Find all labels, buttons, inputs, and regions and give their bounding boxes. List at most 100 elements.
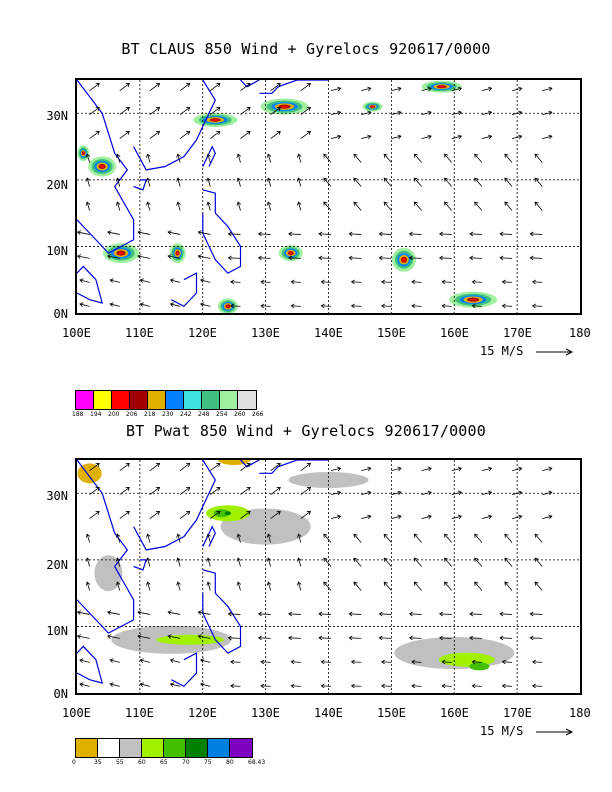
wind-vector — [534, 533, 543, 543]
legend-value: 218 — [144, 411, 156, 418]
wind-vector — [413, 153, 422, 163]
wind-vector — [534, 581, 543, 591]
wind-vector — [115, 557, 121, 567]
wind-vector — [471, 659, 482, 665]
legend-value: 242 — [180, 411, 192, 418]
wind-vector — [115, 201, 121, 211]
cloud-cell — [100, 165, 105, 169]
wind-vector — [411, 303, 422, 309]
wind-vector — [320, 279, 332, 285]
legend-value: 55 — [116, 759, 124, 766]
wind-vector — [408, 231, 422, 237]
wind-vector — [119, 510, 130, 519]
wind-vector — [146, 153, 151, 163]
wind-vector — [318, 255, 332, 261]
coastline — [202, 145, 216, 167]
wind-scale-label: 15 M/S — [480, 344, 524, 358]
legend-swatch — [148, 391, 166, 409]
wind-vector — [77, 634, 90, 639]
wind-vector — [89, 463, 100, 471]
pwat-region — [224, 511, 231, 516]
wind-vector — [288, 255, 301, 261]
wind-vector — [542, 110, 553, 116]
legend-value: 35 — [94, 759, 102, 766]
wind-vector — [350, 303, 362, 309]
x2-tick-170e: 170E — [503, 706, 532, 720]
wind-vector — [240, 106, 251, 115]
wind-vector — [176, 177, 181, 187]
wind-vector — [474, 153, 483, 163]
wind-vector — [451, 110, 463, 116]
wind-vector — [408, 255, 422, 261]
wind-vector — [474, 201, 483, 211]
wind-vector — [408, 611, 422, 617]
x-tick-100e: 100E — [62, 326, 91, 340]
legend-swatch — [186, 739, 208, 757]
wind-vector — [451, 490, 463, 496]
wind-vector — [270, 510, 281, 519]
wind-vector — [421, 134, 432, 140]
wind-vector — [266, 557, 272, 567]
legend-value: 230 — [162, 411, 174, 418]
wind-vector — [353, 153, 362, 163]
wind-vector — [290, 683, 301, 689]
wind-vector — [179, 106, 191, 115]
wind-vector — [137, 610, 151, 615]
x2-tick-180: 180 — [569, 706, 591, 720]
legend-swatch — [94, 391, 112, 409]
wind-vector — [89, 510, 100, 519]
wind-vector — [439, 255, 452, 261]
wind-vector — [391, 134, 402, 140]
wind-vector — [300, 83, 312, 91]
wind-vector — [531, 279, 543, 285]
wind-vector — [353, 581, 362, 591]
wind-vector — [348, 231, 362, 237]
wind-vector — [230, 659, 241, 665]
wind-vector — [257, 231, 271, 237]
wind-vector — [270, 486, 281, 495]
legend-swatch — [98, 739, 120, 757]
wind-vector — [199, 682, 211, 687]
wind-vector — [421, 514, 432, 520]
wind-vector — [270, 463, 281, 471]
legend-value: 200 — [108, 411, 120, 418]
claus-wind-map — [75, 78, 582, 315]
wind-vector — [176, 557, 181, 567]
wind-vector — [504, 201, 513, 211]
wind-vector — [206, 533, 211, 543]
wind-vector — [288, 635, 301, 641]
wind-vector — [511, 466, 523, 472]
wind-vector — [169, 658, 181, 663]
wind-vector — [236, 153, 242, 163]
wind-vector — [115, 177, 121, 187]
wind-vector — [77, 230, 90, 235]
wind-vector — [296, 581, 302, 591]
legend-value: 260 — [234, 411, 246, 418]
wind-vector — [266, 581, 272, 591]
wind-vector — [391, 86, 402, 92]
wind-vector — [266, 177, 272, 187]
wind-vector — [330, 466, 342, 472]
wind-vector — [79, 302, 90, 307]
wind-vector — [119, 106, 130, 115]
wind-vector — [266, 153, 272, 163]
legend-value: 60 — [138, 759, 146, 766]
wind-vector — [383, 201, 392, 211]
wind-vector — [288, 611, 301, 617]
wind-vector — [353, 177, 362, 187]
wind-vector — [318, 611, 332, 617]
coastline — [259, 460, 329, 474]
wind-vector — [176, 201, 181, 211]
wind-vector — [471, 303, 482, 309]
cloud-cell — [176, 251, 179, 255]
wind-vector — [296, 177, 302, 187]
wind-vector — [504, 153, 513, 163]
cloud-cell — [288, 251, 293, 255]
wind-vector — [137, 634, 151, 639]
wind-vector — [206, 153, 211, 163]
wind-vector — [236, 557, 242, 567]
wind-vector — [300, 106, 312, 115]
wind-vector — [361, 466, 372, 472]
coastline — [259, 80, 329, 94]
wind-vector — [266, 201, 272, 211]
